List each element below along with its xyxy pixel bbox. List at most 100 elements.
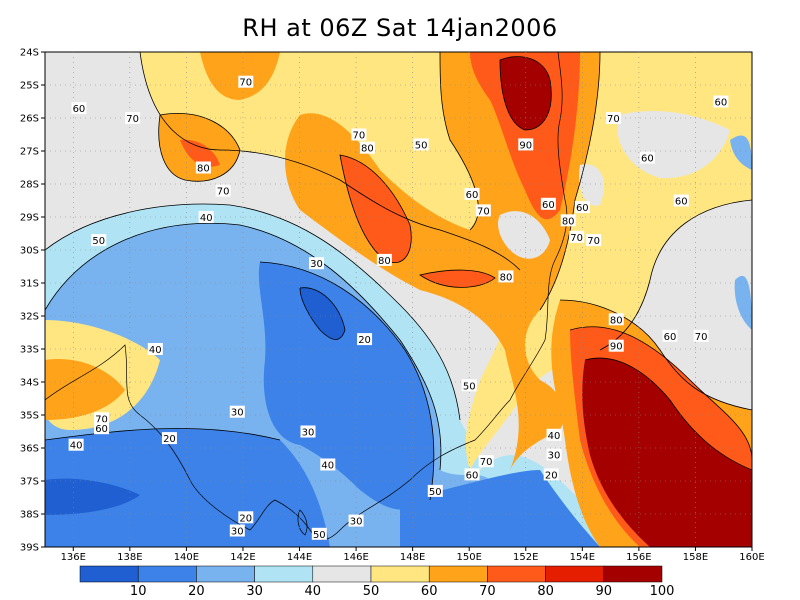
rh-field: [45, 52, 752, 547]
lon-tick-label: 150E: [456, 552, 481, 563]
lat-tick-label: 36S: [20, 444, 39, 455]
rh-area-10-20: [300, 287, 345, 340]
contour-label: 70: [353, 131, 366, 142]
lat-tick-label: 32S: [20, 312, 39, 323]
contour-label: 60: [664, 332, 677, 343]
contour-label: 20: [163, 434, 176, 445]
contour-label-bg: [348, 514, 364, 527]
contour-label: 70: [95, 414, 108, 425]
colorbar-swatch: [196, 565, 255, 583]
colorbar-label: 20: [188, 584, 205, 599]
contour-label: 50: [313, 530, 326, 541]
contour-label: 80: [562, 216, 575, 227]
contour-label-bg: [546, 428, 562, 441]
contour-label-bg: [161, 432, 177, 445]
contour-label: 60: [466, 190, 479, 201]
contour-label-bg: [238, 75, 254, 88]
lat-tick-label: 26S: [20, 114, 39, 125]
contour-label-bg: [300, 425, 316, 438]
colorbar-swatch: [137, 565, 197, 583]
lon-tick-label: 138E: [117, 552, 142, 563]
contour-label-bg: [608, 313, 624, 326]
contour-label: 70: [477, 206, 490, 217]
contour-label-bg: [357, 333, 373, 346]
contour-label: 70: [480, 457, 493, 468]
lon-tick-label: 152E: [513, 552, 538, 563]
contour-label: 60: [675, 197, 688, 208]
colorbar-label: 80: [537, 584, 554, 599]
contour-label: 60: [576, 203, 589, 214]
contour-label: 20: [545, 470, 558, 481]
colorbar-swatch: [79, 565, 139, 583]
contour-label-bg: [540, 197, 556, 210]
contour-label: 30: [302, 428, 315, 439]
contour-label: 70: [607, 114, 620, 125]
contour-label: 60: [641, 154, 654, 165]
contour-label: 90: [610, 342, 623, 353]
contour-label: 50: [415, 140, 428, 151]
contour-label: 40: [548, 431, 561, 442]
contour-label-bg: [673, 194, 689, 207]
lon-tick-label: 146E: [343, 552, 368, 563]
contour-label: 20: [358, 335, 371, 346]
contour-label-bg: [229, 524, 245, 537]
contour-label-bg: [125, 112, 141, 124]
colorbar-label: 70: [479, 584, 496, 599]
colorbar-label: 40: [305, 584, 322, 599]
contour-label-bg: [94, 412, 110, 425]
contour-label-bg: [229, 405, 245, 418]
contour-label-bg: [311, 527, 327, 540]
colorbar-label: 100: [650, 584, 675, 599]
contour-label-bg: [608, 339, 624, 352]
lat-tick-label: 27S: [20, 147, 39, 158]
contour-label-bg: [639, 151, 655, 164]
map-title: RH at 06Z Sat 14jan2006: [242, 14, 558, 42]
contour-label: 70: [570, 233, 583, 244]
contour-label: 20: [239, 513, 252, 524]
contour-label: 40: [200, 213, 213, 224]
colorbar-label: 30: [246, 584, 263, 599]
rh-area-90-100: [500, 56, 552, 131]
lon-tick-label: 156E: [626, 552, 651, 563]
contour-label: 90: [519, 140, 532, 151]
lat-tick-label: 34S: [20, 378, 39, 389]
contour-label-bg: [320, 458, 336, 471]
contour-label-bg: [478, 455, 494, 468]
contour-label-bg: [195, 161, 211, 174]
colorbar-label: 10: [130, 584, 147, 599]
contour-label-bg: [546, 448, 562, 461]
contour-label-bg: [586, 234, 602, 247]
colorbar: 10 20 30 40 50 60 70 80 90 100: [79, 565, 675, 599]
contour-label: 60: [73, 104, 86, 115]
lon-tick-label: 144E: [287, 552, 312, 563]
colorbar-swatch: [312, 565, 372, 583]
contour-label: 40: [149, 345, 162, 356]
colorbar-swatch: [254, 565, 314, 583]
contour-label-bg: [464, 187, 480, 200]
contour-label-bg: [475, 204, 491, 217]
contour-label: 30: [231, 527, 244, 538]
map-frame: [44, 51, 753, 548]
contour-label: 60: [715, 98, 728, 109]
contour-label-bg: [68, 438, 84, 451]
contour-label: 50: [92, 236, 105, 247]
contour-label-bg: [94, 422, 110, 435]
contour-label-bg: [543, 468, 559, 481]
contour-label-bg: [498, 270, 514, 283]
contour-label-bg: [91, 234, 107, 247]
lat-tick-label: 28S: [20, 180, 39, 191]
contour-label-bg: [574, 201, 590, 214]
contour-label: 70: [587, 236, 600, 247]
contour-label-bg: [351, 128, 367, 141]
contour-label: 60: [95, 424, 108, 435]
lat-tick-label: 24S: [20, 48, 39, 59]
contour-label-bg: [713, 95, 729, 108]
contour-label: 30: [310, 259, 323, 270]
lat-tick-label: 33S: [20, 345, 39, 356]
contour-label-bg: [359, 141, 375, 154]
contour-label-bg: [662, 329, 678, 342]
contour-label: 40: [321, 461, 334, 472]
lon-tick-label: 160E: [739, 552, 764, 563]
